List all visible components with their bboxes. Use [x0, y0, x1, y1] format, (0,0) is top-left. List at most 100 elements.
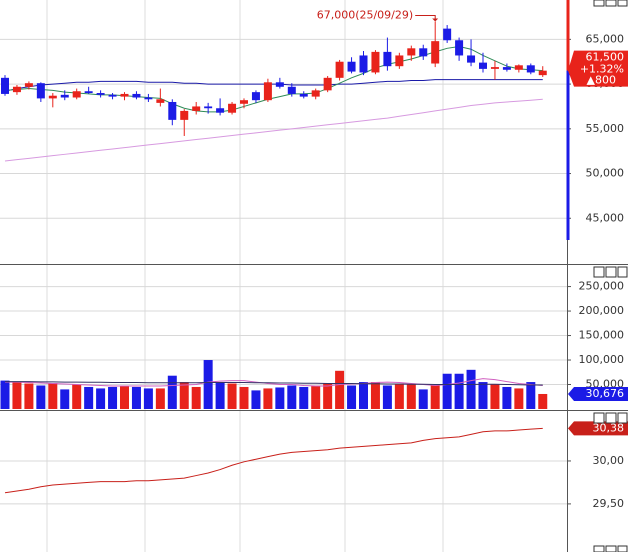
volume-bar: [323, 383, 333, 409]
candle-body: [395, 55, 404, 67]
volume-bar: [215, 382, 225, 409]
volume-bar: [454, 373, 464, 409]
candle-body: [490, 67, 499, 69]
volume-bar: [120, 385, 129, 409]
volume-bar: [418, 389, 428, 409]
volume-bar: [72, 384, 82, 409]
line-series: [4, 79, 543, 92]
volume-bar: [155, 388, 165, 409]
volume-bar: [48, 383, 58, 409]
candle-body: [24, 83, 33, 87]
control-button[interactable]: [593, 266, 605, 278]
panel-controls[interactable]: [593, 0, 628, 552]
candle-body: [36, 83, 45, 99]
volume-bar: [191, 386, 201, 409]
y-tick-label: 250,000: [579, 280, 625, 293]
control-button[interactable]: [605, 545, 617, 552]
value-box-label: 30,38: [593, 421, 625, 434]
candle-body: [419, 48, 428, 57]
candle-body: [108, 94, 117, 97]
volume-bar: [0, 380, 10, 409]
volume-bar: [275, 387, 285, 409]
line-series: [4, 46, 543, 113]
volume-bar: [24, 383, 34, 409]
candle-body: [12, 86, 21, 93]
y-tick-label: 200,000: [579, 304, 625, 317]
candle-body: [84, 91, 93, 94]
volume-bar: [96, 388, 106, 409]
y-tick-label: 150,000: [579, 329, 625, 342]
volume-bar: [370, 382, 380, 409]
volume-bar: [179, 382, 189, 409]
control-button[interactable]: [617, 545, 628, 552]
volume-bar: [382, 385, 392, 409]
volume-bar: [251, 390, 261, 409]
y-tick-label: 65,000: [586, 32, 625, 45]
volume-bar: [526, 382, 536, 409]
candle-body: [132, 93, 141, 98]
volume-box-label: 30,676: [586, 387, 625, 400]
candle-body: [287, 86, 296, 94]
candle-body: [299, 93, 308, 97]
candle-body: [502, 67, 511, 70]
volume-bar: [36, 385, 46, 409]
y-tick-label: 30,00: [593, 454, 625, 467]
volume-bar: [442, 373, 452, 409]
candle-body: [407, 48, 416, 56]
candle-body: [216, 108, 225, 113]
candle-body: [228, 103, 237, 113]
volume-bar: [299, 386, 309, 409]
candle-body: [48, 95, 57, 99]
candle-body: [96, 93, 105, 95]
control-button[interactable]: [605, 412, 617, 424]
control-button[interactable]: [617, 412, 628, 424]
volume-bar: [263, 388, 273, 409]
candle-body: [371, 51, 380, 73]
volume-bar: [478, 382, 488, 409]
control-button[interactable]: [617, 266, 628, 278]
volume-bar: [347, 385, 357, 409]
volume-bar: [502, 386, 512, 409]
candle-body: [192, 106, 201, 111]
y-tick-label: 50,000: [586, 167, 625, 180]
control-button[interactable]: [593, 412, 605, 424]
volume-bar: [538, 393, 548, 409]
price-box-label: ▲800: [587, 74, 616, 87]
y-tick-label: 55,000: [586, 122, 625, 135]
candle-body: [204, 106, 213, 109]
candle-body: [156, 99, 165, 103]
candle-body: [144, 97, 153, 100]
candle-body: [431, 41, 440, 64]
price-box-label: 61,500: [586, 51, 625, 64]
y-tick-label: 45,000: [586, 211, 625, 224]
candle-body: [72, 91, 81, 98]
control-button[interactable]: [605, 266, 617, 278]
volume-bar: [406, 384, 416, 409]
candle-body: [455, 40, 464, 56]
volume-bar: [430, 385, 440, 409]
control-button[interactable]: [593, 545, 605, 552]
volume-bar: [335, 370, 345, 409]
volume-bar: [311, 385, 321, 409]
annotation: 67,000(25/09/29): [317, 8, 413, 21]
line-series: [5, 381, 543, 386]
control-button[interactable]: [593, 0, 605, 7]
price-box: [568, 50, 628, 87]
candle-body: [311, 90, 320, 97]
candle-body: [60, 94, 69, 98]
volume-bar: [143, 388, 153, 409]
value-box: [568, 421, 628, 436]
volume-bar: [203, 360, 213, 409]
candle-body: [467, 55, 476, 63]
candle-body: [538, 70, 547, 76]
control-button[interactable]: [605, 0, 617, 7]
volume-bar: [60, 389, 70, 409]
candle-body: [359, 55, 368, 73]
volume-bar: [167, 375, 177, 409]
control-button[interactable]: [617, 0, 628, 7]
volume-bar: [394, 383, 404, 409]
line-series: [5, 378, 543, 387]
volume-bar: [84, 386, 94, 409]
